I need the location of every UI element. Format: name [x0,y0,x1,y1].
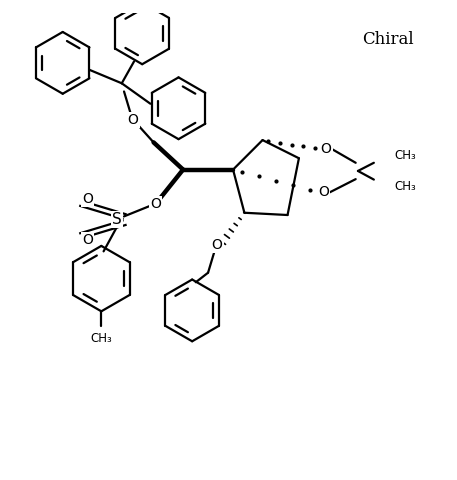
Text: O: O [212,238,223,252]
Text: CH₃: CH₃ [394,149,416,162]
Text: Chiral: Chiral [361,31,413,48]
Text: O: O [82,233,93,247]
Text: CH₃: CH₃ [90,332,112,345]
Text: O: O [150,197,161,211]
Text: O: O [82,192,93,206]
Text: S: S [112,212,122,227]
Text: CH₃: CH₃ [394,180,416,193]
Text: O: O [128,113,138,127]
Text: O: O [321,142,332,156]
Text: O: O [319,185,329,199]
